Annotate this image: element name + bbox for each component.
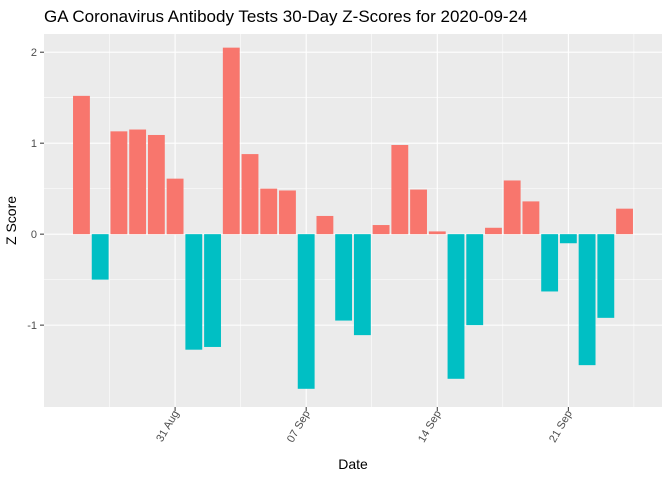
bar: [541, 234, 559, 292]
bar: [597, 234, 615, 318]
bar: [372, 225, 390, 235]
bar: [260, 188, 278, 235]
bar: [185, 234, 203, 350]
y-axis-title: Z Score: [3, 196, 19, 245]
bars: [73, 47, 633, 389]
bar: [428, 231, 446, 235]
bar: [316, 215, 334, 235]
bar: [503, 180, 521, 235]
y-tick-label: 0: [31, 229, 37, 241]
bar: [353, 234, 371, 336]
bar: [279, 190, 296, 235]
bar: [147, 134, 165, 235]
y-tick-label: 2: [31, 47, 37, 59]
x-tick-label: 07 Sep: [285, 409, 313, 445]
grid-lines: [44, 34, 662, 407]
bar: [616, 208, 633, 235]
x-axis: 31 Aug 07 Sep 14 Sep 21 Sep: [154, 407, 575, 445]
x-tick-label: 31 Aug: [154, 409, 182, 445]
x-tick-label: 14 Sep: [416, 409, 444, 445]
bar: [297, 234, 315, 389]
bar: [222, 47, 240, 235]
bar: [73, 95, 90, 235]
bar: [447, 234, 465, 379]
bar: [522, 201, 540, 235]
bar: [410, 189, 427, 235]
y-tick-label: 1: [31, 138, 37, 150]
y-axis: -1 0 1 2: [27, 47, 44, 332]
bar: [578, 234, 596, 366]
bar: [166, 178, 184, 235]
bar: [241, 154, 259, 235]
bar: [91, 234, 109, 280]
bar: [204, 234, 221, 347]
bar: [485, 227, 502, 235]
x-tick-label: 21 Sep: [547, 409, 575, 445]
y-tick-label: -1: [27, 320, 37, 332]
bar: [466, 234, 484, 326]
bar: [110, 131, 128, 235]
bar: [335, 234, 353, 321]
plot-panel: [44, 34, 662, 407]
chart-title: GA Coronavirus Antibody Tests 30-Day Z-S…: [44, 7, 527, 26]
bar: [129, 129, 147, 235]
bar: [559, 234, 577, 244]
x-axis-title: Date: [338, 456, 368, 472]
bar: [391, 144, 409, 235]
